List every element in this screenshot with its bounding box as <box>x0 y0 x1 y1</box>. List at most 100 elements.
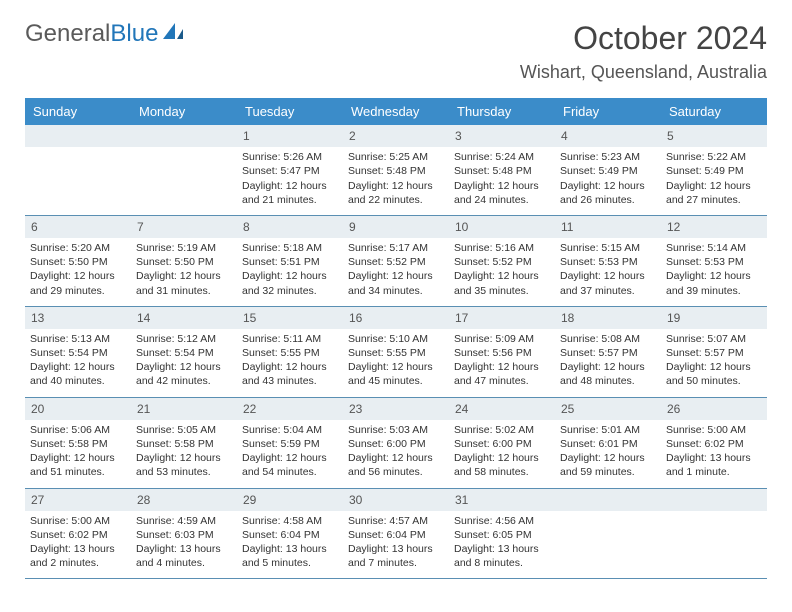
day-cell <box>131 125 237 215</box>
day-number: 17 <box>449 307 555 329</box>
daylight-text: and 21 minutes. <box>242 193 338 207</box>
day-cell <box>555 489 661 579</box>
day-cell: 22Sunrise: 5:04 AMSunset: 5:59 PMDayligh… <box>237 398 343 488</box>
day-number: 25 <box>555 398 661 420</box>
sunset-text: Sunset: 5:58 PM <box>30 437 126 451</box>
week-row: 20 Sunrise: 5:06 AMSunset: 5:58 PM Dayligh… <box>25 398 767 489</box>
daylight-text: and 45 minutes. <box>348 374 444 388</box>
day-number: 5 <box>661 125 767 147</box>
daylight-text: Daylight: 12 hours <box>454 179 550 193</box>
sunrise-text: Sunrise: 5:14 AM <box>666 241 762 255</box>
day-header-row: Sunday Monday Tuesday Wednesday Thursday… <box>25 98 767 125</box>
day-number: 28 <box>131 489 237 511</box>
day-cell: 29Sunrise: 4:58 AMSunset: 6:04 PMDayligh… <box>237 489 343 579</box>
daylight-text: and 56 minutes. <box>348 465 444 479</box>
sunrise-text: Sunrise: 5:12 AM <box>136 332 232 346</box>
daylight-text: Daylight: 12 hours <box>348 451 444 465</box>
daylight-text: and 4 minutes. <box>136 556 232 570</box>
day-number-empty <box>25 125 131 147</box>
title-block: October 2024 Wishart, Queensland, Austra… <box>520 20 767 83</box>
day-cell: 27 Sunrise: 5:00 AMSunset: 6:02 PMDayligh… <box>25 489 131 579</box>
sunrise-text: Sunrise: 5:00 AM <box>30 514 126 528</box>
daylight-text: and 40 minutes. <box>30 374 126 388</box>
day-number: 31 <box>449 489 555 511</box>
sunset-text: Sunset: 5:50 PM <box>30 255 126 269</box>
day-number: 27 <box>25 489 131 511</box>
daylight-text: and 24 minutes. <box>454 193 550 207</box>
daylight-text: Daylight: 12 hours <box>666 269 762 283</box>
daylight-text: Daylight: 12 hours <box>348 179 444 193</box>
sunrise-text: Sunrise: 5:18 AM <box>242 241 338 255</box>
sunset-text: Sunset: 5:48 PM <box>454 164 550 178</box>
daylight-text: Daylight: 12 hours <box>242 269 338 283</box>
dayname: Thursday <box>449 98 555 125</box>
sunrise-text: Sunrise: 5:16 AM <box>454 241 550 255</box>
sunset-text: Sunset: 6:02 PM <box>30 528 126 542</box>
day-number: 2 <box>343 125 449 147</box>
day-number: 20 <box>25 398 131 420</box>
sunrise-text: Sunrise: 5:01 AM <box>560 423 656 437</box>
day-cell: 3Sunrise: 5:24 AMSunset: 5:48 PMDaylight… <box>449 125 555 215</box>
day-cell: 5Sunrise: 5:22 AMSunset: 5:49 PMDaylight… <box>661 125 767 215</box>
sunset-text: Sunset: 6:05 PM <box>454 528 550 542</box>
sunset-text: Sunset: 5:47 PM <box>242 164 338 178</box>
day-cell: 23Sunrise: 5:03 AMSunset: 6:00 PMDayligh… <box>343 398 449 488</box>
sunset-text: Sunset: 5:55 PM <box>242 346 338 360</box>
day-number: 21 <box>131 398 237 420</box>
daylight-text: and 1 minute. <box>666 465 762 479</box>
day-cell <box>661 489 767 579</box>
sunset-text: Sunset: 5:54 PM <box>136 346 232 360</box>
day-number: 19 <box>661 307 767 329</box>
day-number: 6 <box>25 216 131 238</box>
sunrise-text: Sunrise: 5:08 AM <box>560 332 656 346</box>
header: GeneralBlue October 2024 Wishart, Queens… <box>25 20 767 83</box>
sunrise-text: Sunrise: 5:17 AM <box>348 241 444 255</box>
day-number: 11 <box>555 216 661 238</box>
day-number-empty <box>661 489 767 511</box>
sunset-text: Sunset: 5:49 PM <box>560 164 656 178</box>
sunrise-text: Sunrise: 4:58 AM <box>242 514 338 528</box>
sunset-text: Sunset: 5:52 PM <box>348 255 444 269</box>
day-cell: 4Sunrise: 5:23 AMSunset: 5:49 PMDaylight… <box>555 125 661 215</box>
sunrise-text: Sunrise: 5:24 AM <box>454 150 550 164</box>
month-title: October 2024 <box>520 20 767 57</box>
sunset-text: Sunset: 5:49 PM <box>666 164 762 178</box>
daylight-text: and 27 minutes. <box>666 193 762 207</box>
daylight-text: Daylight: 12 hours <box>560 179 656 193</box>
sunrise-text: Sunrise: 5:05 AM <box>136 423 232 437</box>
day-number: 23 <box>343 398 449 420</box>
logo-sail-icon <box>161 20 187 48</box>
daylight-text: Daylight: 13 hours <box>666 451 762 465</box>
sunset-text: Sunset: 6:00 PM <box>348 437 444 451</box>
day-cell: 14Sunrise: 5:12 AMSunset: 5:54 PMDayligh… <box>131 307 237 397</box>
day-number: 22 <box>237 398 343 420</box>
daylight-text: Daylight: 13 hours <box>30 542 126 556</box>
location: Wishart, Queensland, Australia <box>520 62 767 83</box>
dayname: Friday <box>555 98 661 125</box>
sunset-text: Sunset: 5:50 PM <box>136 255 232 269</box>
daylight-text: and 42 minutes. <box>136 374 232 388</box>
day-number: 29 <box>237 489 343 511</box>
day-number: 30 <box>343 489 449 511</box>
sunrise-text: Sunrise: 5:06 AM <box>30 423 126 437</box>
day-cell: 20Sunrise: 5:06 AMSunset: 5:58 PMDayligh… <box>25 398 131 488</box>
sunset-text: Sunset: 6:04 PM <box>242 528 338 542</box>
daylight-text: and 29 minutes. <box>30 284 126 298</box>
day-cell <box>25 125 131 215</box>
day-cell: 15Sunrise: 5:11 AMSunset: 5:55 PMDayligh… <box>237 307 343 397</box>
daylight-text: and 5 minutes. <box>242 556 338 570</box>
daylight-text: and 48 minutes. <box>560 374 656 388</box>
sunrise-text: Sunrise: 5:11 AM <box>242 332 338 346</box>
dayname: Sunday <box>25 98 131 125</box>
day-number-empty <box>555 489 661 511</box>
dayname: Tuesday <box>237 98 343 125</box>
daylight-text: Daylight: 13 hours <box>454 542 550 556</box>
daylight-text: and 32 minutes. <box>242 284 338 298</box>
daylight-text: Daylight: 12 hours <box>454 269 550 283</box>
sunset-text: Sunset: 5:48 PM <box>348 164 444 178</box>
day-cell: 1Sunrise: 5:26 AMSunset: 5:47 PMDaylight… <box>237 125 343 215</box>
daylight-text: and 43 minutes. <box>242 374 338 388</box>
sunrise-text: Sunrise: 5:07 AM <box>666 332 762 346</box>
sunrise-text: Sunrise: 5:02 AM <box>454 423 550 437</box>
daylight-text: and 47 minutes. <box>454 374 550 388</box>
